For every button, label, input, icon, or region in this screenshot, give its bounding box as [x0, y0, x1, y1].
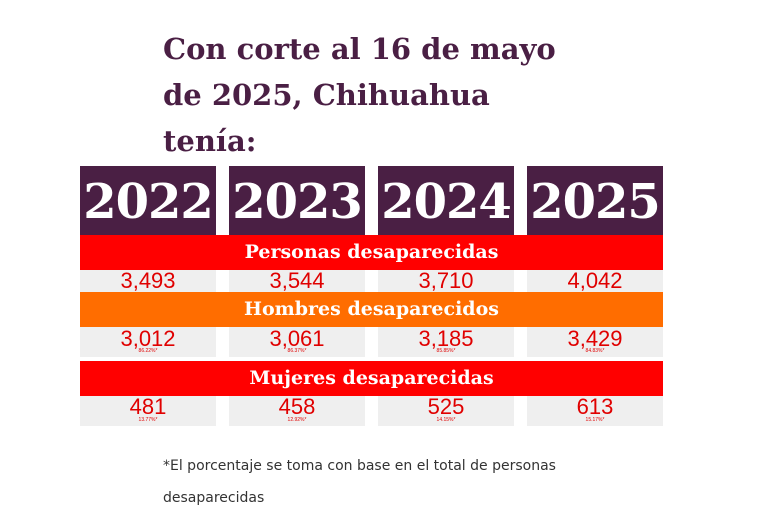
personas-values-row: 3,493 3,544 3,710 4,042 — [80, 270, 663, 292]
year-header: 2025 — [527, 166, 663, 235]
value-text: 3,061 — [269, 327, 325, 351]
value-text: 525 — [427, 396, 465, 419]
value-text: 3,710 — [418, 270, 474, 292]
percent-text: 14.15%* — [436, 417, 456, 423]
value-cell: 481 13.77%* — [80, 396, 216, 426]
footnote: *El porcentaje se toma con base en el to… — [163, 458, 556, 506]
value-cell: 3,429 84.83%* — [527, 327, 663, 357]
page-title: Con corte al 16 de mayo de 2025, Chihuah… — [163, 32, 556, 158]
value-cell: 3,544 — [229, 270, 365, 292]
percent-text: 86.37%* — [287, 348, 307, 354]
year-header-row: 2022 2023 2024 2025 — [80, 166, 663, 235]
value-cell: 4,042 — [527, 270, 663, 292]
percent-text: 86.22%* — [138, 348, 158, 354]
value-text: 3,012 — [120, 327, 176, 351]
value-cell: 3,185 85.85%* — [378, 327, 514, 357]
value-text: 613 — [576, 396, 614, 419]
mujeres-band: Mujeres desaparecidas — [80, 361, 663, 396]
percent-text: 12.92%* — [287, 417, 307, 423]
percent-text: 85.85%* — [436, 348, 456, 354]
mujeres-values-row: 481 13.77%* 458 12.92%* 525 14.15%* 613 15.1… — [80, 396, 663, 426]
value-text: 3,185 — [418, 327, 474, 351]
statistics-table: 2022 2023 2024 2025 Personas desaparecid… — [80, 166, 663, 426]
year-header: 2023 — [229, 166, 365, 235]
year-header: 2024 — [378, 166, 514, 235]
value-cell: 3,061 86.37%* — [229, 327, 365, 357]
value-cell: 613 15.17%* — [527, 396, 663, 426]
personas-band: Personas desaparecidas — [80, 235, 663, 270]
value-text: 481 — [129, 396, 167, 419]
hombres-values-row: 3,012 86.22%* 3,061 86.37%* 3,185 85.85%* 3… — [80, 327, 663, 357]
value-cell: 3,012 86.22%* — [80, 327, 216, 357]
percent-text: 84.83%* — [585, 348, 605, 354]
value-text: 3,493 — [120, 270, 176, 292]
percent-text: 13.77%* — [138, 417, 158, 423]
value-cell: 3,710 — [378, 270, 514, 292]
value-cell: 525 14.15%* — [378, 396, 514, 426]
value-cell: 458 12.92%* — [229, 396, 365, 426]
percent-text: 15.17%* — [585, 417, 605, 423]
year-header: 2022 — [80, 166, 216, 235]
value-text: 3,544 — [269, 270, 325, 292]
value-text: 458 — [278, 396, 316, 419]
value-text: 4,042 — [567, 270, 623, 292]
value-text: 3,429 — [567, 327, 623, 351]
value-cell: 3,493 — [80, 270, 216, 292]
hombres-band: Hombres desaparecidos — [80, 292, 663, 327]
